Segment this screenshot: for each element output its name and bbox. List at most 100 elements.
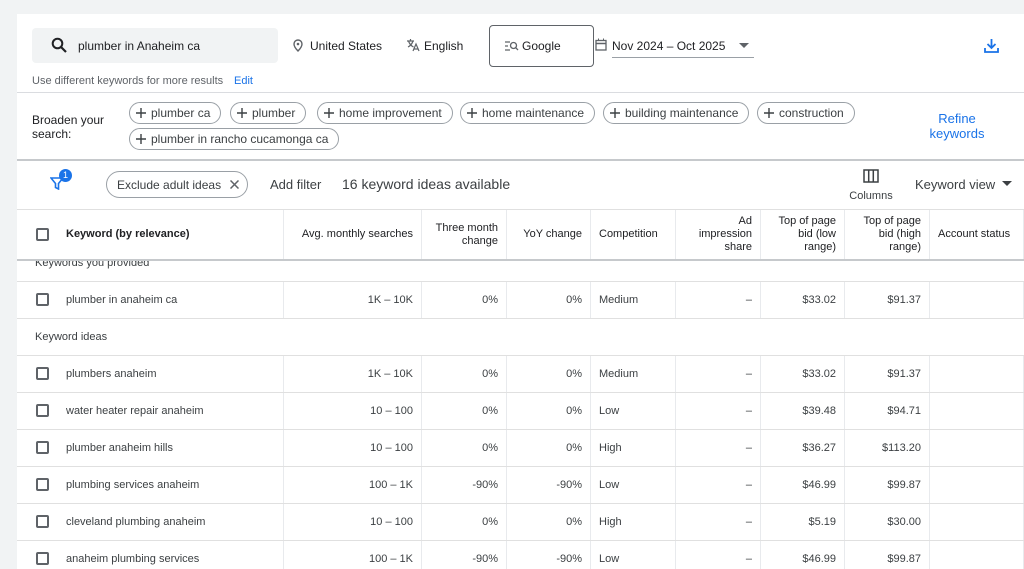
cell: $91.37 (845, 356, 930, 392)
cell: 0% (507, 282, 591, 318)
broaden-label: Broaden your search: (32, 113, 105, 141)
suggestion-chip[interactable]: building maintenance (603, 102, 750, 124)
metric: $5.19 (808, 516, 836, 528)
suggestion-chip[interactable]: construction (757, 102, 855, 124)
exclude-chip[interactable]: Exclude adult ideas (106, 171, 249, 198)
column-header[interactable]: Avg. monthly searches (284, 210, 422, 259)
cell: 1K – 10K (284, 282, 422, 318)
metric: $39.48 (802, 405, 836, 417)
chip-label: home improvement (339, 106, 442, 120)
cell: $46.99 (761, 541, 845, 569)
remove-chip[interactable] (230, 180, 240, 189)
edit-link[interactable]: Edit (234, 75, 253, 87)
metric: $46.99 (802, 479, 836, 491)
keyword[interactable]: plumbers anaheim (66, 368, 157, 380)
add-filter[interactable]: Add filter (270, 177, 322, 192)
chip-label: home maintenance (482, 106, 585, 120)
suggestion-chip[interactable]: home maintenance (460, 102, 596, 124)
date-range[interactable]: Nov 2024 – Oct 2025 (612, 39, 726, 53)
cell: High (591, 504, 676, 540)
search-box[interactable]: plumber in Anaheim ca (32, 28, 278, 63)
column-header[interactable]: Account status (930, 210, 1024, 259)
column-header[interactable]: Three month change (422, 210, 507, 259)
hint: Use different keywords for more results (32, 75, 224, 87)
column-header[interactable]: Ad impression share (676, 210, 761, 259)
metric: 0% (566, 516, 582, 528)
cell: 10 – 100 (284, 430, 422, 466)
keyword[interactable]: anaheim plumbing services (66, 553, 200, 565)
row-checkbox[interactable] (36, 404, 49, 417)
suggestion-chip[interactable]: plumber (230, 102, 307, 124)
cell: 10 – 100 (284, 504, 422, 540)
metric: $99.87 (887, 553, 921, 565)
column-header[interactable]: Keyword (by relevance) (58, 210, 284, 259)
keyword-row: anaheim plumbing services 100 – 1K -90% -90… (17, 541, 1024, 569)
metric: 0% (566, 442, 582, 454)
metric: Medium (599, 294, 639, 306)
metric: 1K – 10K (367, 294, 413, 306)
row-checkbox[interactable] (36, 478, 49, 491)
chip-label: construction (779, 106, 844, 120)
metric: $113.20 (882, 442, 921, 454)
cell: High (591, 430, 676, 466)
refine-keywords[interactable]: Refine keywords (929, 111, 985, 141)
cell: – (676, 504, 761, 540)
cell: plumbers anaheim (58, 356, 284, 392)
engine-selector[interactable]: Google (489, 25, 594, 67)
view-dropdown[interactable] (1002, 181, 1012, 187)
metric: – (745, 553, 752, 565)
location[interactable]: United States (310, 39, 383, 53)
row-checkbox[interactable] (36, 515, 49, 528)
metric: 0% (482, 405, 498, 417)
search-query: plumber in Anaheim ca (78, 39, 201, 53)
keyword[interactable]: plumbing services anaheim (66, 479, 200, 491)
plus-icon (237, 108, 247, 118)
download-button[interactable] (984, 38, 999, 53)
chip-label: plumber (252, 106, 296, 120)
metric: Low (599, 479, 620, 491)
columns-icon[interactable] (863, 169, 879, 183)
date-dropdown[interactable] (739, 43, 749, 49)
metric: High (599, 516, 622, 528)
cell: Low (591, 541, 676, 569)
cell: $36.27 (761, 430, 845, 466)
column-header[interactable]: YoY change (507, 210, 591, 259)
keyword-row: cleveland plumbing anaheim 10 – 100 0% 0% Hi… (17, 504, 1024, 541)
select-all-checkbox[interactable] (36, 228, 49, 241)
keyword[interactable]: plumber in anaheim ca (66, 294, 178, 306)
keyword[interactable]: plumber anaheim hills (66, 442, 173, 454)
metric: 0% (566, 405, 582, 417)
cell: $33.02 (761, 282, 845, 318)
cell: – (676, 541, 761, 569)
keyword-row: water heater repair anaheim 10 – 100 0% 0% L… (17, 393, 1024, 430)
keyword[interactable]: water heater repair anaheim (66, 405, 204, 417)
cell: 0% (507, 356, 591, 392)
row-checkbox[interactable] (36, 367, 49, 380)
metric: $46.99 (802, 553, 836, 565)
metric: 0% (482, 516, 498, 528)
suggestion-chip[interactable]: home improvement (317, 102, 453, 124)
cell: 0% (507, 504, 591, 540)
keyword-view[interactable]: Keyword view (915, 177, 996, 192)
filter-badge: 1 (59, 169, 72, 182)
keyword[interactable]: cleveland plumbing anaheim (66, 516, 206, 528)
row-checkbox[interactable] (36, 441, 49, 454)
row-checkbox[interactable] (36, 293, 49, 306)
column-header[interactable]: Top of page bid (low range) (761, 210, 845, 259)
row-checkbox[interactable] (36, 552, 49, 565)
cell: Low (591, 393, 676, 429)
cell: 0% (422, 356, 507, 392)
cell: – (676, 467, 761, 503)
metric: $99.87 (887, 479, 921, 491)
suggestion-chip[interactable]: plumber in rancho cucamonga ca (129, 128, 340, 150)
cell: $91.37 (845, 282, 930, 318)
suggestion-chip[interactable]: plumber ca (129, 102, 222, 124)
cell: -90% (507, 541, 591, 569)
cell (930, 356, 1024, 392)
column-header[interactable]: Competition (591, 210, 676, 259)
cell: – (676, 282, 761, 318)
columns-label[interactable]: Columns (849, 190, 893, 202)
header-label: Three month change (435, 221, 498, 247)
language[interactable]: English (424, 39, 464, 53)
column-header[interactable]: Top of page bid (high range) (845, 210, 930, 259)
